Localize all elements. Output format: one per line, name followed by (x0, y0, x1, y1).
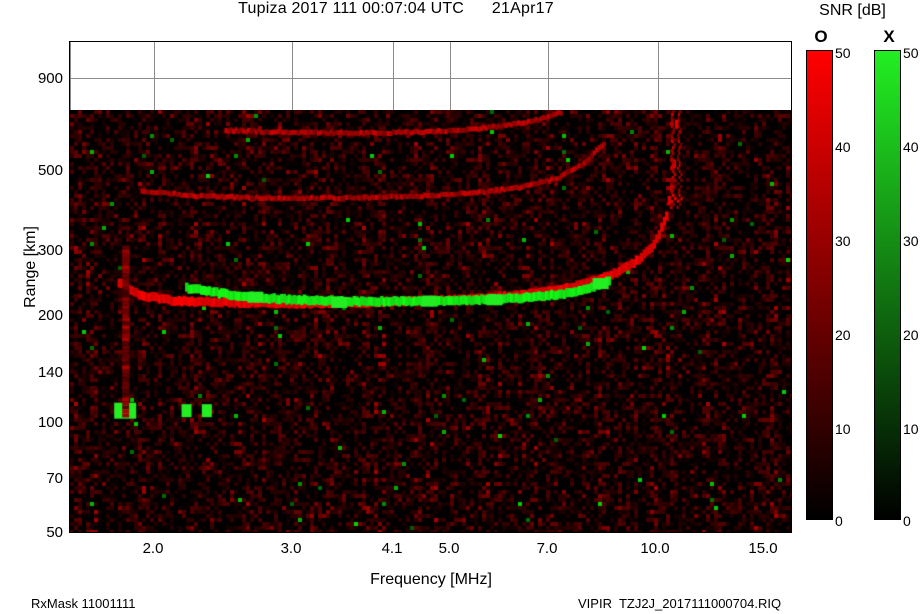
y-tick-300: 300 (37, 242, 63, 259)
gridline-900 (70, 78, 791, 79)
cb-x-tick-20: 20 (903, 327, 919, 343)
colorbar-o-ticks: 50 40 30 20 10 0 (835, 46, 861, 528)
y-tick-100: 100 (37, 414, 63, 431)
x-tick-15.0: 15.0 (748, 540, 778, 557)
ionogram-data-area (70, 110, 791, 532)
x-tick-4.1: 4.1 (381, 540, 403, 557)
cb-o-tick-0: 0 (835, 513, 843, 529)
cb-x-tick-50: 50 (903, 45, 919, 61)
plot-inner (70, 42, 791, 532)
source-file-label: VIPIR TZJ2J_2017111000704.RIQ (578, 596, 782, 611)
y-axis: 900 500 300 200 140 100 70 50 (0, 0, 63, 614)
echo-trace-layer (70, 110, 791, 532)
ionogram-plot[interactable] (69, 41, 792, 533)
colorbar-x-extraordinary[interactable] (874, 50, 901, 520)
x-axis: 2.0 3.0 4.1 5.0 7.0 10.0 15.0 (0, 541, 922, 563)
y-tick-900: 900 (37, 70, 63, 87)
cb-o-tick-20: 20 (835, 327, 851, 343)
cb-o-tick-40: 40 (835, 139, 851, 155)
cb-x-tick-30: 30 (903, 233, 919, 249)
x-tick-7.0: 7.0 (536, 540, 558, 557)
y-tick-70: 70 (46, 470, 63, 487)
cb-o-tick-50: 50 (835, 45, 851, 61)
cb-o-tick-10: 10 (835, 421, 851, 437)
x-axis-label: Frequency [MHz] (370, 571, 492, 588)
y-tick-500: 500 (37, 162, 63, 179)
x-tick-10.0: 10.0 (640, 540, 670, 557)
x-tick-5.0: 5.0 (438, 540, 460, 557)
y-tick-140: 140 (37, 364, 63, 381)
cb-x-tick-40: 40 (903, 139, 919, 155)
page-title: Tupiza 2017 111 00:07:04 UTC 21Apr17 (238, 0, 554, 17)
cb-x-tick-10: 10 (903, 421, 919, 437)
y-tick-50: 50 (46, 524, 63, 541)
cb-x-tick-0: 0 (903, 513, 911, 529)
x-tick-3.0: 3.0 (280, 540, 302, 557)
y-axis-label: Range [km] (22, 226, 39, 308)
colorbar-o-ordinary[interactable] (806, 50, 833, 520)
colorbar-o-header: O (814, 27, 828, 46)
colorbar-title: SNR [dB] (819, 2, 886, 19)
cb-o-tick-30: 30 (835, 233, 851, 249)
x-tick-2.0: 2.0 (142, 540, 164, 557)
y-tick-200: 200 (37, 307, 63, 324)
colorbar-x-ticks: 50 40 30 20 10 0 (903, 46, 922, 528)
colorbar-x-header: X (883, 27, 895, 46)
rxmask-label: RxMask 11001111 (31, 596, 136, 611)
